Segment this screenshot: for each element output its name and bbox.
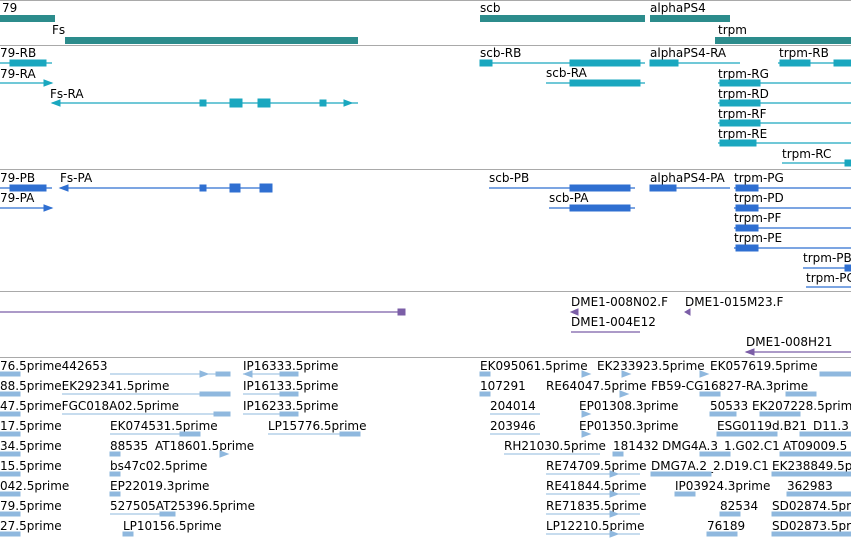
est-label[interactable]: EK207228.5prime <box>752 399 851 413</box>
transcript-label[interactable]: alphaPS4-RA <box>650 46 727 60</box>
transcript-label[interactable]: 79-RB <box>0 46 37 60</box>
est-label[interactable]: SD02873.5pr <box>772 519 851 533</box>
est-label[interactable]: 82534 <box>720 499 759 513</box>
est-label[interactable]: EP01350.3prime <box>579 419 679 433</box>
protein-label[interactable]: scb-PB <box>489 171 530 185</box>
est-label[interactable]: DMG7A.2_2.D19.C1 <box>651 459 769 473</box>
est-label[interactable]: IP16233.5prime <box>243 399 339 413</box>
est-label[interactable]: 362983 <box>787 479 833 493</box>
est-label[interactable]: SD02874.5pr <box>772 499 851 513</box>
protein-label[interactable]: trpm-PD <box>734 191 784 205</box>
est-label[interactable]: 76.5prime442653 <box>0 359 108 373</box>
est-label[interactable]: AT09009.5 <box>783 439 848 453</box>
est-label[interactable]: IP16333.5prime <box>243 359 339 373</box>
est-label[interactable]: 181432 <box>613 439 659 453</box>
clone-label[interactable]: DME1-008N02.F <box>571 295 669 309</box>
est-label[interactable]: RH21030.5prime <box>504 439 606 453</box>
est-label[interactable]: FB59-CG16827-RA.3prime <box>651 379 809 393</box>
est-label[interactable]: EK074531.5prime <box>110 419 218 433</box>
transcript-label[interactable]: Fs-RA <box>50 87 84 101</box>
est-label[interactable]: 15.5prime <box>0 459 62 473</box>
est-label[interactable]: ESG0119d.B21_D11.3 <box>717 419 849 433</box>
protein-label[interactable]: scb-PA <box>549 191 589 205</box>
track-divider <box>0 291 851 292</box>
transcript-label[interactable]: trpm-RC <box>782 147 832 161</box>
track-divider <box>0 169 851 170</box>
est-label[interactable]: bs47c02.5prime <box>110 459 208 473</box>
track-divider <box>0 45 851 46</box>
est-label[interactable]: EP01308.3prime <box>579 399 679 413</box>
gene-label[interactable]: alphaPS4 <box>650 1 706 15</box>
est-label[interactable]: DMG4A.3_1.G02.C1 <box>662 439 780 453</box>
gene-feature[interactable] <box>0 15 55 22</box>
est-label[interactable]: AT18601.5prime <box>155 439 255 453</box>
transcript-label[interactable]: trpm-RD <box>718 87 769 101</box>
est-label[interactable]: 107291 <box>480 379 526 393</box>
clone-label[interactable]: DME1-015M23.F <box>685 295 784 309</box>
protein-label[interactable]: trpm-PB <box>803 251 851 265</box>
est-label[interactable]: LP10156.5prime <box>123 519 222 533</box>
est-label[interactable]: RE64047.5prime <box>546 379 647 393</box>
transcript-label[interactable]: 79-RA <box>0 67 36 81</box>
clone-label[interactable]: DME1-004E12 <box>571 315 656 329</box>
protein-label[interactable]: Fs-PA <box>60 171 93 185</box>
est-label[interactable]: 042.5prime <box>0 479 70 493</box>
est-label[interactable]: EK238849.5p <box>772 459 851 473</box>
track-divider <box>0 357 851 358</box>
protein-label[interactable]: 79-PB <box>0 171 36 185</box>
protein-label[interactable]: 79-PA <box>0 191 35 205</box>
est-label[interactable]: IP16133.5prime <box>243 379 339 393</box>
est-label[interactable]: EP22019.3prime <box>110 479 210 493</box>
protein-label[interactable]: trpm-PE <box>734 231 783 245</box>
est-label[interactable]: EK095061.5prime <box>480 359 588 373</box>
est-label[interactable]: LP12210.5prime <box>546 519 645 533</box>
transcript-label[interactable]: trpm-RB <box>779 46 829 60</box>
est-label[interactable]: LP15776.5prime <box>268 419 367 433</box>
est-label[interactable]: IP03924.3prime <box>675 479 771 493</box>
gene-label[interactable]: scb <box>480 1 501 15</box>
est-label[interactable]: 203946 <box>490 419 536 433</box>
gene-label[interactable]: trpm <box>718 23 747 37</box>
transcript-label[interactable]: trpm-RF <box>718 107 767 121</box>
est-label[interactable]: RE41844.5prime <box>546 479 647 493</box>
transcript-label[interactable]: trpm-RG <box>718 67 769 81</box>
gene-feature[interactable] <box>650 15 730 22</box>
transcript-label[interactable]: scb-RA <box>546 66 587 80</box>
protein-label[interactable]: trpm-PG <box>734 171 784 185</box>
gene-label[interactable]: Fs <box>52 23 66 37</box>
gene-feature[interactable] <box>65 37 358 44</box>
est-label[interactable]: 527505AT25396.5prime <box>110 499 255 513</box>
gene-label[interactable]: 79 <box>2 1 18 15</box>
est-label[interactable]: RE71835.5prime <box>546 499 647 513</box>
protein-label[interactable]: trpm-PF <box>734 211 782 225</box>
est-label[interactable]: 88.5primeEK292341.5prime <box>0 379 170 393</box>
gene-feature[interactable] <box>480 15 645 22</box>
est-label[interactable]: EK233923.5prime <box>597 359 705 373</box>
est-label[interactable]: 27.5prime <box>0 519 62 533</box>
est-label[interactable]: 76189 <box>707 519 746 533</box>
est-label[interactable]: 34.5prime <box>0 439 62 453</box>
est-label[interactable]: EK057619.5prime <box>710 359 818 373</box>
est-label[interactable]: 88535 <box>110 439 149 453</box>
protein-label[interactable]: trpm-PC <box>806 271 851 285</box>
est-label[interactable]: 17.5prime <box>0 419 62 433</box>
transcript-label[interactable]: scb-RB <box>480 46 522 60</box>
protein-label[interactable]: alphaPS4-PA <box>650 171 725 185</box>
gene-feature[interactable] <box>715 37 851 44</box>
est-label[interactable]: RE74709.5prime <box>546 459 647 473</box>
est-label[interactable]: 47.5primeFGC018A02.5prime <box>0 399 180 413</box>
est-label[interactable]: 50533 <box>710 399 749 413</box>
est-label[interactable]: 79.5prime <box>0 499 62 513</box>
track-divider <box>0 0 851 1</box>
clone-label[interactable]: DME1-008H21 <box>746 335 833 349</box>
est-label[interactable]: 204014 <box>490 399 536 413</box>
transcript-label[interactable]: trpm-RE <box>718 127 768 141</box>
